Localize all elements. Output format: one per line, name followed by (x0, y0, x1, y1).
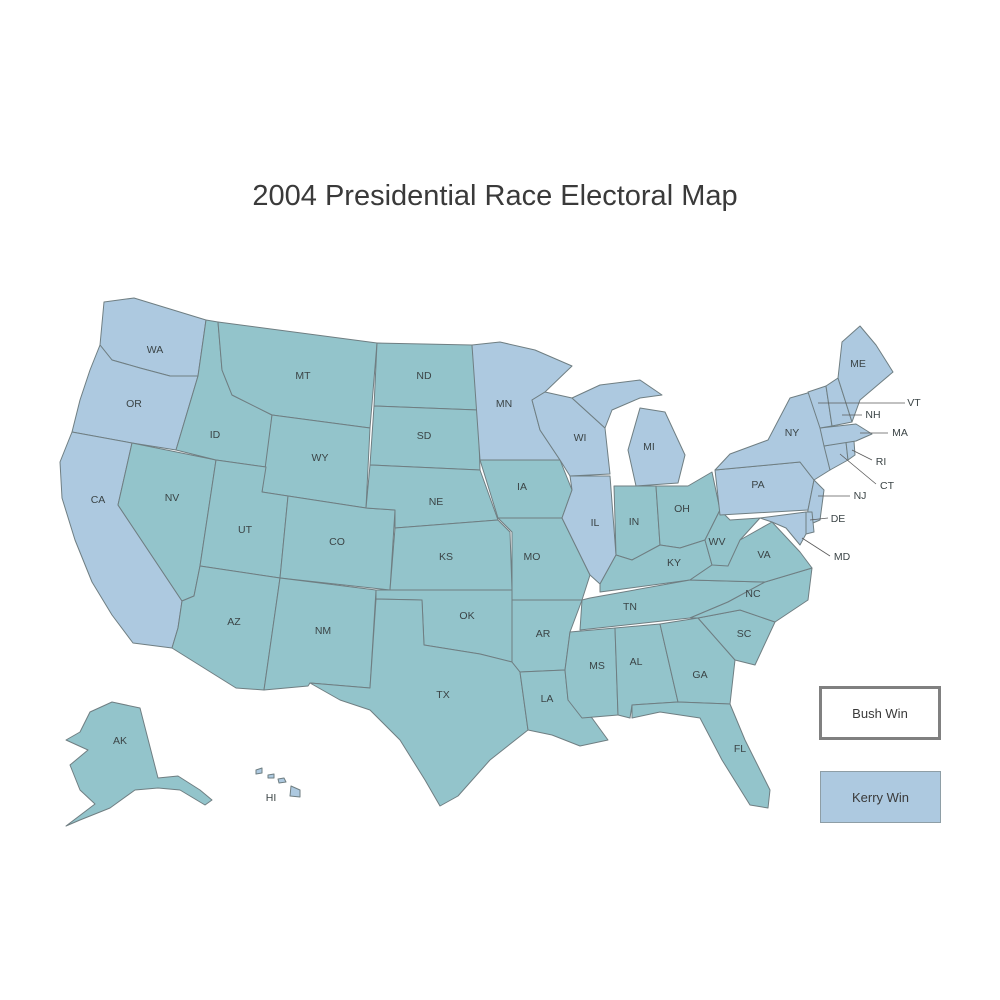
label-KY: KY (667, 557, 681, 569)
label-MT: MT (295, 370, 311, 382)
label-NE: NE (429, 496, 444, 508)
label-SD: SD (417, 430, 432, 442)
legend-bush-win: Bush Win (819, 686, 941, 740)
label-VT: VT (907, 397, 921, 409)
label-AK: AK (113, 735, 127, 747)
state-MD[interactable] (759, 511, 807, 546)
label-PA: PA (751, 479, 764, 491)
label-MN: MN (496, 398, 512, 410)
state-WI[interactable] (531, 391, 611, 477)
label-OH: OH (674, 503, 690, 515)
label-MA: MA (892, 427, 908, 439)
label-OK: OK (459, 610, 474, 622)
callouts (801, 402, 905, 557)
legend-kerry-win: Kerry Win (820, 771, 941, 823)
label-CA: CA (91, 494, 106, 506)
state-CO[interactable] (279, 495, 396, 591)
label-NM: NM (315, 625, 331, 637)
state-IL[interactable] (561, 475, 617, 585)
label-HI: HI (266, 792, 277, 804)
label-SC: SC (737, 628, 752, 640)
label-FL: FL (734, 743, 746, 755)
label-MD: MD (834, 551, 851, 563)
state-AK[interactable] (65, 701, 213, 827)
state-TX[interactable] (309, 598, 529, 807)
label-TN: TN (623, 601, 637, 613)
state-HI[interactable] (255, 767, 301, 798)
label-IA: IA (517, 481, 527, 493)
label-KS: KS (439, 551, 453, 563)
label-NH: NH (865, 409, 880, 421)
label-RI: RI (876, 456, 887, 468)
label-OR: OR (126, 398, 142, 410)
state-FL[interactable] (631, 701, 771, 809)
state-GA[interactable] (659, 617, 736, 705)
label-ME: ME (850, 358, 866, 370)
label-DE: DE (831, 513, 846, 525)
label-NY: NY (785, 427, 800, 439)
label-WV: WV (709, 536, 726, 548)
state-KY[interactable] (599, 539, 713, 593)
label-TX: TX (436, 689, 449, 701)
state-DE[interactable] (805, 511, 815, 535)
label-NV: NV (165, 492, 180, 504)
state-MS[interactable] (564, 627, 619, 719)
label-NC: NC (745, 588, 761, 600)
label-WY: WY (312, 452, 329, 464)
label-AR: AR (536, 628, 551, 640)
legend-kerry-label: Kerry Win (851, 789, 910, 805)
label-IL: IL (591, 517, 600, 529)
state-VA[interactable] (689, 521, 813, 583)
label-ID: ID (210, 429, 221, 441)
page-title: 2004 Presidential Race Electoral Map (252, 180, 738, 212)
state-KS[interactable] (389, 519, 513, 591)
label-IN: IN (629, 516, 640, 528)
state-labels: WA OR CA NV ID MT WY UT AZ CO NM ND SD N… (91, 344, 922, 804)
label-UT: UT (238, 524, 253, 536)
label-MO: MO (524, 551, 541, 563)
state-MI[interactable] (571, 379, 686, 487)
state-MA[interactable] (819, 423, 873, 447)
legend-bush-label: Bush Win (852, 705, 908, 721)
label-NJ: NJ (854, 490, 867, 502)
label-WI: WI (574, 432, 587, 444)
label-MI: MI (643, 441, 655, 453)
label-GA: GA (692, 669, 707, 681)
state-NC[interactable] (689, 567, 813, 623)
label-CO: CO (329, 536, 345, 548)
label-MS: MS (589, 660, 605, 672)
label-ND: ND (416, 370, 432, 382)
state-ME[interactable] (837, 325, 894, 423)
label-WA: WA (147, 344, 164, 356)
label-AZ: AZ (227, 616, 241, 628)
label-VA: VA (757, 549, 770, 561)
label-CT: CT (880, 480, 895, 492)
label-AL: AL (630, 656, 643, 668)
label-LA: LA (541, 693, 554, 705)
